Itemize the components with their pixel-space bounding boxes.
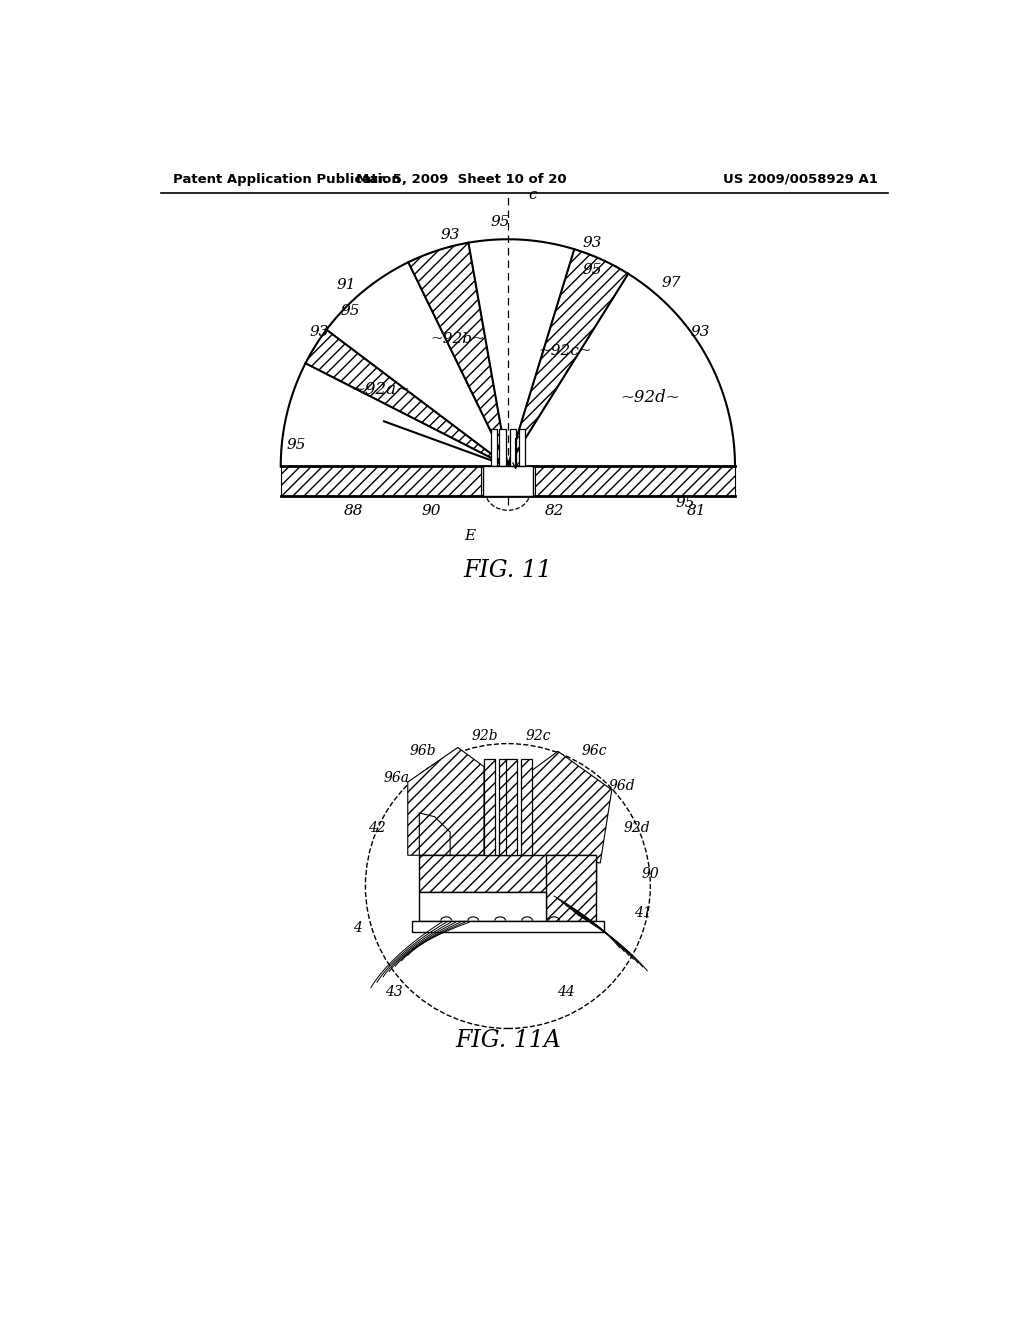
Text: ~92b~: ~92b~ (430, 333, 485, 346)
Text: US 2009/0058929 A1: US 2009/0058929 A1 (723, 173, 878, 186)
Text: 96d: 96d (608, 779, 635, 793)
Polygon shape (419, 813, 451, 855)
Text: ~92c~: ~92c~ (539, 345, 592, 358)
Polygon shape (408, 747, 484, 855)
Text: 93: 93 (440, 228, 460, 243)
Bar (490, 429, 497, 466)
Bar (499, 759, 509, 855)
Text: 96a: 96a (383, 771, 410, 785)
Text: Mar. 5, 2009  Sheet 10 of 20: Mar. 5, 2009 Sheet 10 of 20 (356, 173, 567, 186)
Bar (419, 892, 547, 921)
Bar (547, 855, 596, 921)
Text: 4: 4 (353, 921, 362, 936)
Text: 90: 90 (641, 867, 659, 882)
Text: 95: 95 (287, 438, 306, 451)
Text: 93: 93 (309, 325, 329, 339)
Polygon shape (531, 751, 611, 863)
Text: 41: 41 (634, 906, 651, 920)
Text: 90: 90 (421, 504, 440, 517)
Polygon shape (508, 273, 735, 466)
Text: 91: 91 (337, 279, 356, 293)
Bar (510, 429, 516, 466)
Bar (484, 759, 495, 855)
Bar (506, 759, 517, 855)
Text: c: c (528, 187, 537, 202)
Text: 95: 95 (675, 496, 694, 511)
Text: 42: 42 (368, 821, 386, 836)
Text: FIG. 11: FIG. 11 (464, 558, 552, 582)
Text: 92c: 92c (526, 729, 551, 743)
Bar (518, 429, 524, 466)
Text: 96c: 96c (582, 744, 607, 758)
Bar (483, 466, 532, 496)
Polygon shape (327, 263, 508, 466)
Text: 95: 95 (490, 215, 510, 230)
Bar (419, 855, 596, 892)
Bar (521, 759, 531, 855)
Text: 43: 43 (385, 985, 402, 999)
Polygon shape (535, 466, 735, 496)
Polygon shape (305, 330, 508, 466)
Text: ~92a~: ~92a~ (351, 381, 411, 397)
Text: 88: 88 (344, 504, 364, 517)
Text: E: E (464, 529, 475, 543)
Text: 44: 44 (557, 985, 574, 999)
Text: 93: 93 (583, 236, 602, 249)
Bar (500, 429, 506, 466)
Polygon shape (508, 249, 629, 466)
Text: 93: 93 (690, 325, 710, 339)
Bar (412, 921, 604, 932)
Text: Patent Application Publication: Patent Application Publication (173, 173, 400, 186)
Text: 95: 95 (583, 263, 602, 277)
Text: 97: 97 (662, 276, 681, 290)
Text: 82: 82 (545, 504, 564, 517)
Text: ~92d~: ~92d~ (621, 388, 680, 405)
Text: 96b: 96b (410, 744, 436, 758)
Polygon shape (409, 243, 508, 466)
Text: 92b: 92b (471, 729, 498, 743)
Polygon shape (281, 466, 481, 496)
Text: FIG. 11A: FIG. 11A (455, 1028, 561, 1052)
Text: 81: 81 (687, 504, 707, 517)
Text: 95: 95 (340, 304, 359, 318)
Text: 92d: 92d (624, 821, 650, 836)
